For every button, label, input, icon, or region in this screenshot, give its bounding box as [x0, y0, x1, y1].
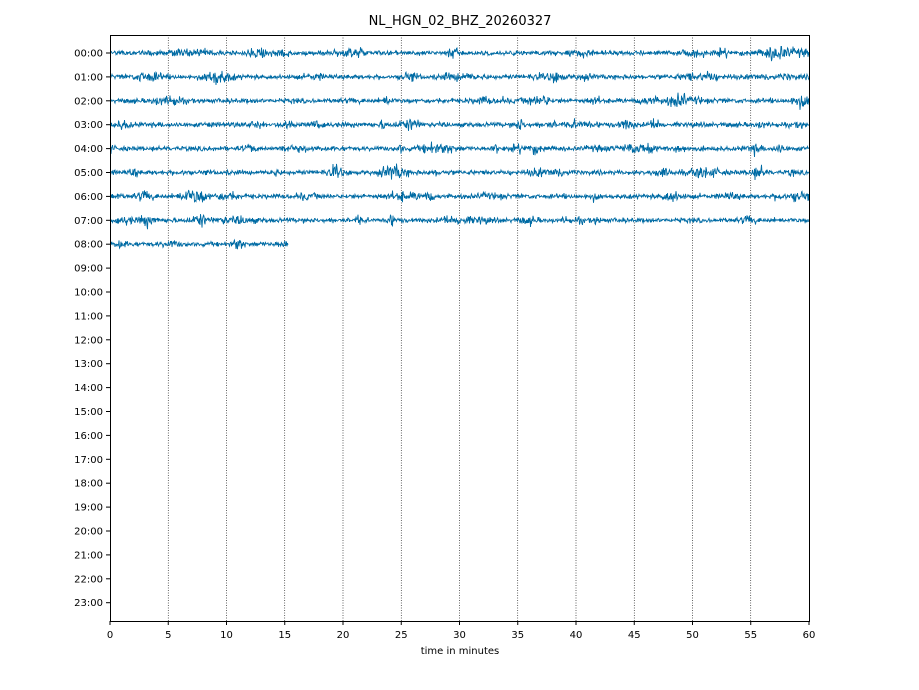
- y-tick-label: 11:00: [74, 311, 103, 322]
- x-tick-label: 15: [278, 630, 291, 641]
- x-tick-label: 30: [453, 630, 466, 641]
- y-tick-label: 09:00: [74, 264, 103, 275]
- y-tick-label: 02:00: [74, 96, 103, 107]
- y-tick-label: 16:00: [74, 431, 103, 442]
- x-tick-label: 60: [803, 630, 816, 641]
- trace-0100: [110, 70, 810, 86]
- y-tick-label: 14:00: [74, 383, 103, 394]
- traces: [110, 45, 810, 250]
- x-axis: 0 5 10 15 20 25 30 35 40 45 50 55 60: [107, 621, 816, 641]
- y-tick-label: 12:00: [74, 335, 103, 346]
- y-tick-label: 20:00: [74, 527, 103, 538]
- trace-0000: [110, 45, 810, 62]
- chart-title: NL_HGN_02_BHZ_20260327: [369, 14, 552, 29]
- y-tick-label: 03:00: [74, 120, 103, 131]
- x-tick-label: 35: [511, 630, 524, 641]
- grid-lines: [167, 35, 752, 621]
- y-tick-label: 18:00: [74, 479, 103, 490]
- y-tick-label: 22:00: [74, 574, 103, 585]
- x-tick-label: 25: [395, 630, 408, 641]
- trace-0800: [110, 238, 289, 250]
- y-tick-label: 01:00: [74, 72, 103, 83]
- y-tick-label: 21:00: [74, 550, 103, 561]
- x-tick-label: 40: [570, 630, 583, 641]
- x-tick-label: 0: [107, 630, 113, 641]
- trace-0500: [110, 163, 810, 181]
- y-tick-label: 10:00: [74, 288, 103, 299]
- trace-0400: [110, 141, 810, 158]
- y-tick-label: 23:00: [74, 598, 103, 609]
- y-tick-label: 04:00: [74, 144, 103, 155]
- x-axis-label: time in minutes: [421, 646, 500, 657]
- trace-0700: [110, 214, 810, 230]
- x-tick-label: 10: [220, 630, 233, 641]
- trace-0300: [110, 118, 810, 131]
- y-tick-label: 13:00: [74, 359, 103, 370]
- y-tick-label: 05:00: [74, 168, 103, 179]
- y-tick-label: 17:00: [74, 455, 103, 466]
- x-tick-label: 55: [744, 630, 757, 641]
- y-tick-label: 15:00: [74, 407, 103, 418]
- trace-0200: [110, 92, 810, 110]
- x-tick-label: 5: [165, 630, 171, 641]
- y-tick-label: 07:00: [74, 216, 103, 227]
- x-tick-label: 20: [337, 630, 350, 641]
- x-tick-label: 45: [628, 630, 641, 641]
- y-axis: 00:00 01:00 02:00 03:00 04:00 05:00 06:00 07:00…: [74, 49, 110, 609]
- trace-0600: [110, 189, 810, 203]
- x-tick-label: 50: [686, 630, 699, 641]
- y-tick-label: 19:00: [74, 503, 103, 514]
- y-tick-label: 08:00: [74, 240, 103, 251]
- y-tick-label: 00:00: [74, 49, 103, 60]
- y-tick-label: 06:00: [74, 192, 103, 203]
